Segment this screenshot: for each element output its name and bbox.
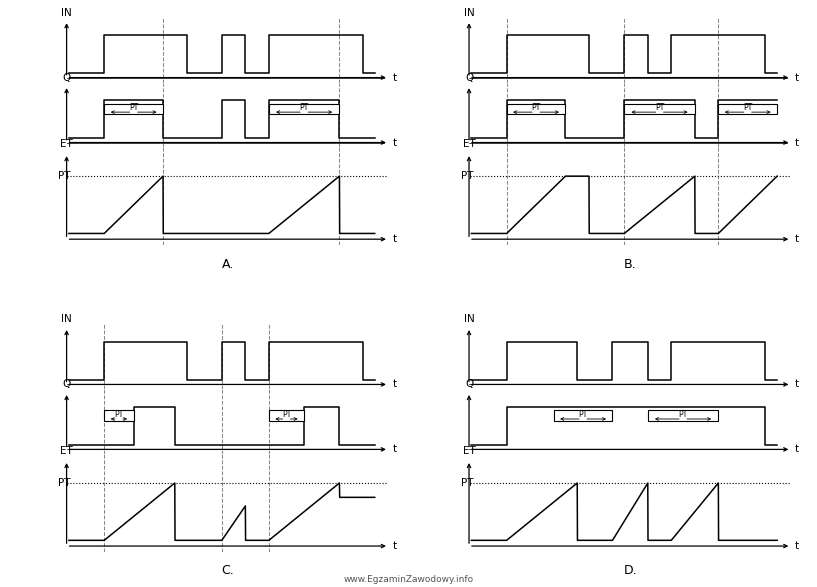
Text: t: t: [392, 234, 396, 244]
Text: t: t: [795, 541, 799, 551]
Text: PT: PT: [300, 103, 309, 112]
Text: B.: B.: [624, 258, 636, 271]
Bar: [624, 103, 694, 114]
Text: Q: Q: [465, 73, 473, 83]
Text: t: t: [795, 379, 799, 389]
Text: PT: PT: [129, 103, 138, 112]
Text: www.EgzaminZawodowy.info: www.EgzaminZawodowy.info: [343, 575, 474, 584]
Text: D.: D.: [623, 565, 637, 578]
Text: A.: A.: [221, 258, 234, 271]
Text: IN: IN: [61, 8, 72, 18]
Bar: [105, 103, 163, 114]
Bar: [105, 410, 134, 421]
Text: PT: PT: [58, 478, 71, 488]
Text: PT: PT: [282, 410, 291, 419]
Text: IN: IN: [61, 315, 72, 325]
Text: t: t: [392, 137, 396, 147]
Text: Q: Q: [62, 379, 71, 389]
Text: PT: PT: [678, 410, 688, 419]
Text: C.: C.: [221, 565, 234, 578]
Text: PT: PT: [461, 478, 473, 488]
Text: IN: IN: [464, 315, 475, 325]
Text: t: t: [795, 234, 799, 244]
Text: t: t: [392, 541, 396, 551]
Text: PT: PT: [58, 171, 71, 181]
Text: t: t: [392, 73, 396, 83]
Text: PT: PT: [578, 410, 587, 419]
Text: t: t: [795, 137, 799, 147]
Text: PT: PT: [655, 103, 664, 112]
Text: PT: PT: [531, 103, 541, 112]
Text: IN: IN: [464, 8, 475, 18]
Text: t: t: [795, 73, 799, 83]
Text: ET: ET: [60, 139, 73, 149]
Bar: [718, 103, 777, 114]
Text: ET: ET: [462, 446, 475, 456]
Text: PT: PT: [743, 103, 752, 112]
Bar: [269, 103, 339, 114]
Text: PT: PT: [114, 410, 123, 419]
Bar: [507, 103, 565, 114]
Text: PT: PT: [461, 171, 473, 181]
Text: Q: Q: [62, 73, 71, 83]
Text: t: t: [795, 444, 799, 454]
Text: ET: ET: [60, 446, 73, 456]
Text: t: t: [392, 379, 396, 389]
Bar: [269, 410, 304, 421]
Text: t: t: [392, 444, 396, 454]
Bar: [648, 410, 718, 421]
Bar: [554, 410, 613, 421]
Text: Q: Q: [465, 379, 473, 389]
Text: ET: ET: [462, 139, 475, 149]
